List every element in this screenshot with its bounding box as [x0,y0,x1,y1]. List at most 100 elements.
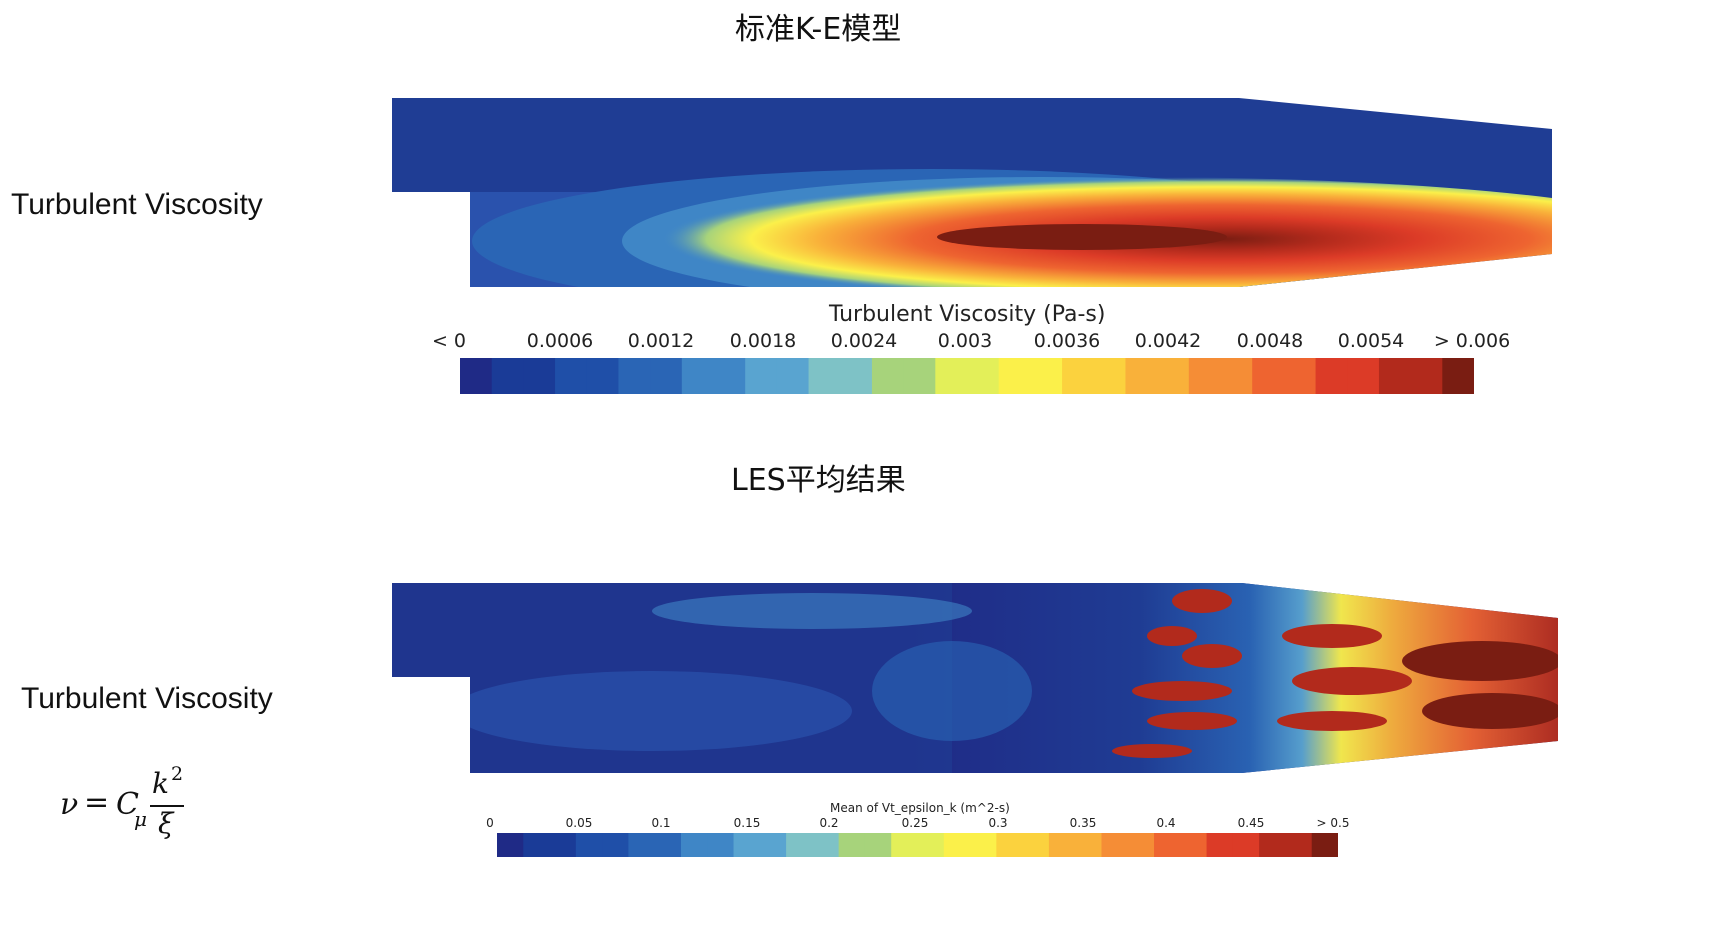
colorbar-segment [776,358,810,394]
colorbar-tick: < 0 [431,330,467,352]
colorbar-tick: 0.0054 [1337,330,1405,352]
colorbar-segment [1220,358,1253,394]
colorbar-segment [1180,833,1208,857]
colorbar-segment [1030,358,1063,394]
colorbar-tick: 0.003 [937,330,993,352]
colorbar-segment [654,833,682,857]
colorbar-tick: 0.4 [1156,816,1176,830]
colorbar-segment [549,833,577,857]
colorbar-ticks-standard-ke: < 0 0.0006 0.0012 0.0018 0.0024 0.003 0.… [432,330,1510,354]
colorbar-segment [1378,358,1412,394]
colorbar-tick: 0 [486,816,494,830]
colorbar-segment [1347,358,1380,394]
contour-les-mean [392,583,1558,773]
colorbar-segment [943,833,971,857]
contour-standard-ke [392,98,1552,287]
colorbar-segment [733,833,761,857]
colorbar-tick: 0.0042 [1134,330,1202,352]
colorbar-tick: 0.0006 [526,330,594,352]
colorbar-segment [903,358,936,394]
colorbar-segment [1157,358,1190,394]
colorbar-tick: 0.0036 [1033,330,1101,352]
colorbar-segment [996,833,1024,857]
colorbar-tick: 0.45 [1237,816,1265,830]
colorbar-segment [1101,833,1129,857]
colorbar-segment [628,833,656,857]
colorbar-segment [1410,358,1443,394]
colorbar-tick: 0.0024 [830,330,898,352]
colorbar-segment [523,358,556,394]
colorbar-segment [917,833,945,857]
formula-coefficient: C [116,787,139,822]
colorbar-segment [497,833,524,857]
formula-equals: = [84,785,110,820]
colorbar-segment [1048,833,1076,857]
panel-title-les-mean: LES平均结果 [731,463,906,498]
formula-lhs: ν [60,787,79,822]
colorbar-segment [707,833,735,857]
colorbar-segment [1062,358,1095,394]
colorbar-segment [1022,833,1050,857]
colorbar-segment [1127,833,1155,857]
colorbar-tick: 0.0048 [1236,330,1304,352]
turbulent-viscosity-formula: ν = C μ k 2 ξ [60,763,200,845]
colorbar-tick: 0.0012 [627,330,695,352]
colorbar-tick: 0.1 [651,816,671,830]
colorbar-tick: 0.3 [988,816,1008,830]
colorbar-segment [1259,833,1287,857]
colorbar-segment [1252,358,1285,394]
side-label-turbulent-viscosity: Turbulent Viscosity [11,188,263,221]
colorbar-tick: > 0.5 [1316,816,1350,830]
colorbar-segment [1232,833,1260,857]
colorbar-segment [602,833,630,857]
colorbar-segment [1315,358,1348,394]
colorbar-tick: 0.2 [819,816,839,830]
colorbar-segment [586,358,620,394]
colorbar-segment [1442,358,1474,394]
colorbar-standard-ke [460,358,1474,394]
formula-numerator: k [152,767,169,800]
colorbar-segment [1206,833,1234,857]
colorbar-segment [681,358,715,394]
colorbar-segment [1285,833,1313,857]
colorbar-segment [555,358,588,394]
colorbar-segment [713,358,746,394]
colorbar-tick: 0.25 [901,816,929,830]
colorbar-segment [838,833,866,857]
colorbar-segment [935,358,968,394]
formula-denominator: ξ [158,807,174,840]
colorbar-segment [1311,833,1338,857]
colorbar-segment [1125,358,1158,394]
colorbar-segment [1188,358,1222,394]
colorbar-segment [491,358,524,394]
side-label-turbulent-viscosity: Turbulent Viscosity [21,682,273,715]
formula-subscript: μ [134,807,147,831]
colorbar-segment [970,833,997,857]
colorbar-segment [967,358,1000,394]
colorbar-segment [1154,833,1181,857]
colorbar-segment [745,358,778,394]
colorbar-segment [575,833,603,857]
colorbar-segment [650,358,683,394]
colorbar-segment [1283,358,1317,394]
colorbar-segment [759,833,787,857]
colorbar-segment [808,358,841,394]
colorbar-ticks-les-mean: 0 0.05 0.1 0.15 0.2 0.25 0.3 0.35 0.4 0.… [486,816,1349,832]
formula-fraction-bar [150,805,184,807]
colorbar-segment [812,833,840,857]
colorbar-title-les-mean: Mean of Vt_epsilon_k (m^2-s) [830,801,1010,815]
colorbar-segment [460,358,493,394]
colorbar-segment [891,833,919,857]
colorbar-segment [871,358,905,394]
colorbar-segment [864,833,892,857]
colorbar-segment [618,358,651,394]
colorbar-tick: 0.15 [733,816,761,830]
colorbar-segment [998,358,1031,394]
colorbar-tick: 0.05 [565,816,593,830]
colorbar-segment [786,833,813,857]
colorbar-segment [1075,833,1103,857]
colorbar-tick: > 0.006 [1433,330,1511,352]
colorbar-segment [840,358,873,394]
colorbar-segment [523,833,551,857]
colorbar-title-standard-ke: Turbulent Viscosity (Pa-s) [829,302,1106,327]
